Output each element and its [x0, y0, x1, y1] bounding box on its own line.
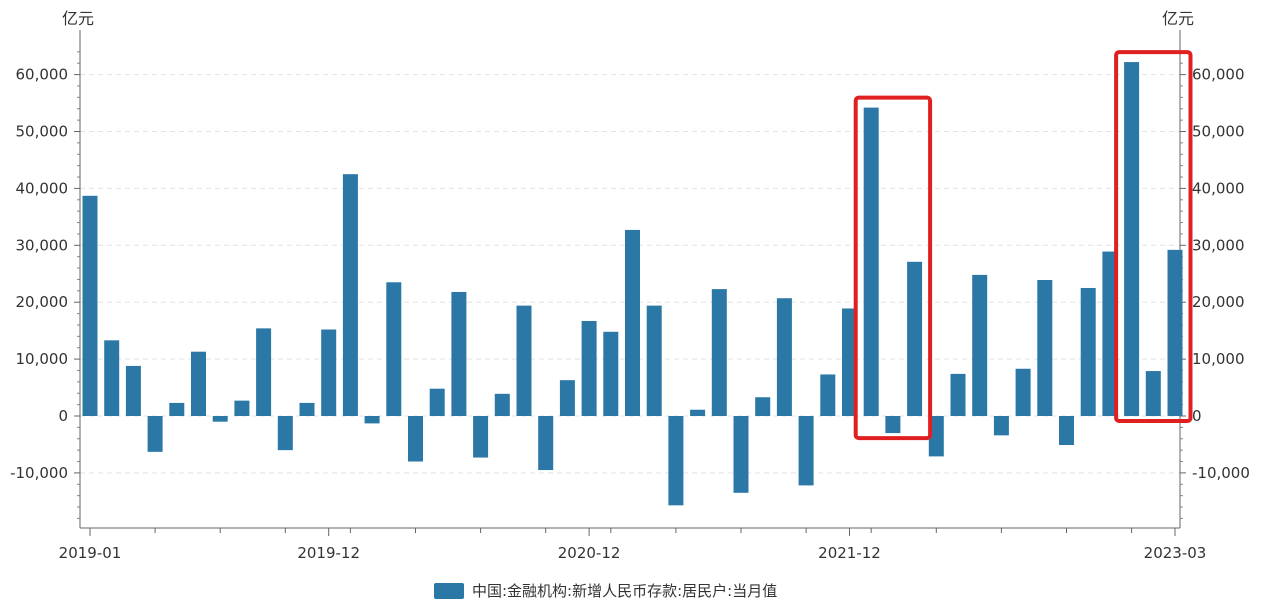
y-tick-label-left: 60,000 [16, 66, 69, 84]
bar [1167, 249, 1183, 416]
bar [1015, 368, 1031, 416]
bar [646, 305, 662, 416]
bar [950, 373, 966, 416]
bar [125, 365, 141, 416]
y-tick-label-left: 30,000 [16, 236, 69, 254]
bar-chart: -10,000 -10,000 0 0 10,000 10,000 20,000 20,000… [10, 9, 1250, 562]
bar [364, 416, 380, 424]
bar [516, 305, 532, 416]
bar [907, 261, 923, 416]
y-tick-label-left: 40,000 [16, 179, 69, 197]
bar [429, 388, 445, 416]
bar [234, 400, 250, 416]
y-tick-label-left: 0 [58, 407, 68, 425]
bar [256, 328, 272, 416]
bar [820, 374, 836, 416]
bar [342, 174, 358, 416]
bar [82, 195, 98, 416]
bar [494, 393, 510, 416]
bar [993, 416, 1009, 436]
bar [1102, 251, 1118, 416]
bar [581, 320, 597, 416]
bar [104, 340, 120, 416]
bar [386, 282, 402, 416]
bar [603, 331, 619, 416]
left-axis-unit: 亿元 [62, 9, 94, 28]
bar [711, 289, 727, 416]
bar [559, 380, 575, 416]
y-tick-label-left: -10,000 [10, 464, 68, 482]
bar [842, 308, 857, 416]
bar [473, 416, 489, 458]
bar [690, 409, 706, 416]
bar [928, 416, 944, 457]
bar [798, 416, 814, 486]
y-tick-label-left: 20,000 [16, 293, 69, 311]
bar [625, 229, 640, 416]
highlight-boxes [853, 50, 1193, 441]
axes: -10,000 -10,000 0 0 10,000 10,000 20,000 20,000… [10, 30, 1250, 562]
bar [1037, 280, 1053, 416]
highlight-box [853, 95, 933, 441]
bar [299, 402, 315, 416]
y-tick-label-left: 10,000 [16, 350, 69, 368]
y-tick-label-right: 50,000 [1192, 123, 1245, 141]
legend-label: 中国:金融机构:新增人民币存款:居民户:当月值 [472, 582, 778, 600]
bar [776, 298, 792, 416]
bar [1124, 62, 1140, 416]
bar [733, 416, 749, 493]
bar [863, 107, 879, 417]
legend-swatch [434, 582, 464, 599]
bars [82, 62, 1183, 506]
bar [1080, 287, 1096, 416]
bar [885, 416, 901, 434]
bar [169, 402, 185, 416]
bar [191, 351, 206, 416]
bar [668, 416, 684, 506]
y-tick-label-left: 50,000 [16, 123, 69, 141]
y-tick-label-right: 10,000 [1192, 350, 1245, 368]
x-tick-label: 2021-12 [818, 544, 881, 562]
bar [321, 329, 337, 416]
bar [538, 416, 554, 471]
highlight-box [1114, 50, 1193, 423]
bar [1145, 371, 1161, 416]
bar [212, 416, 228, 422]
x-tick-label: 2019-12 [297, 544, 360, 562]
bar [1059, 416, 1074, 446]
right-axis-unit: 亿元 [1162, 9, 1194, 28]
bar [755, 397, 771, 416]
bar [277, 416, 293, 451]
bar [147, 416, 163, 452]
bar [451, 291, 467, 416]
y-tick-label-right: -10,000 [1192, 464, 1250, 482]
x-tick-label: 2023-03 [1144, 544, 1207, 562]
y-tick-label-right: 40,000 [1192, 179, 1245, 197]
bar [972, 274, 988, 416]
bar [408, 416, 423, 462]
y-tick-label-right: 0 [1192, 407, 1202, 425]
y-tick-label-right: 20,000 [1192, 293, 1245, 311]
y-tick-label-right: 60,000 [1192, 66, 1245, 84]
y-tick-label-right: 30,000 [1192, 236, 1245, 254]
legend[interactable]: 中国:金融机构:新增人民币存款:居民户:当月值 [434, 580, 777, 601]
x-tick-label: 2019-01 [59, 544, 122, 562]
x-tick-label: 2020-12 [558, 544, 621, 562]
